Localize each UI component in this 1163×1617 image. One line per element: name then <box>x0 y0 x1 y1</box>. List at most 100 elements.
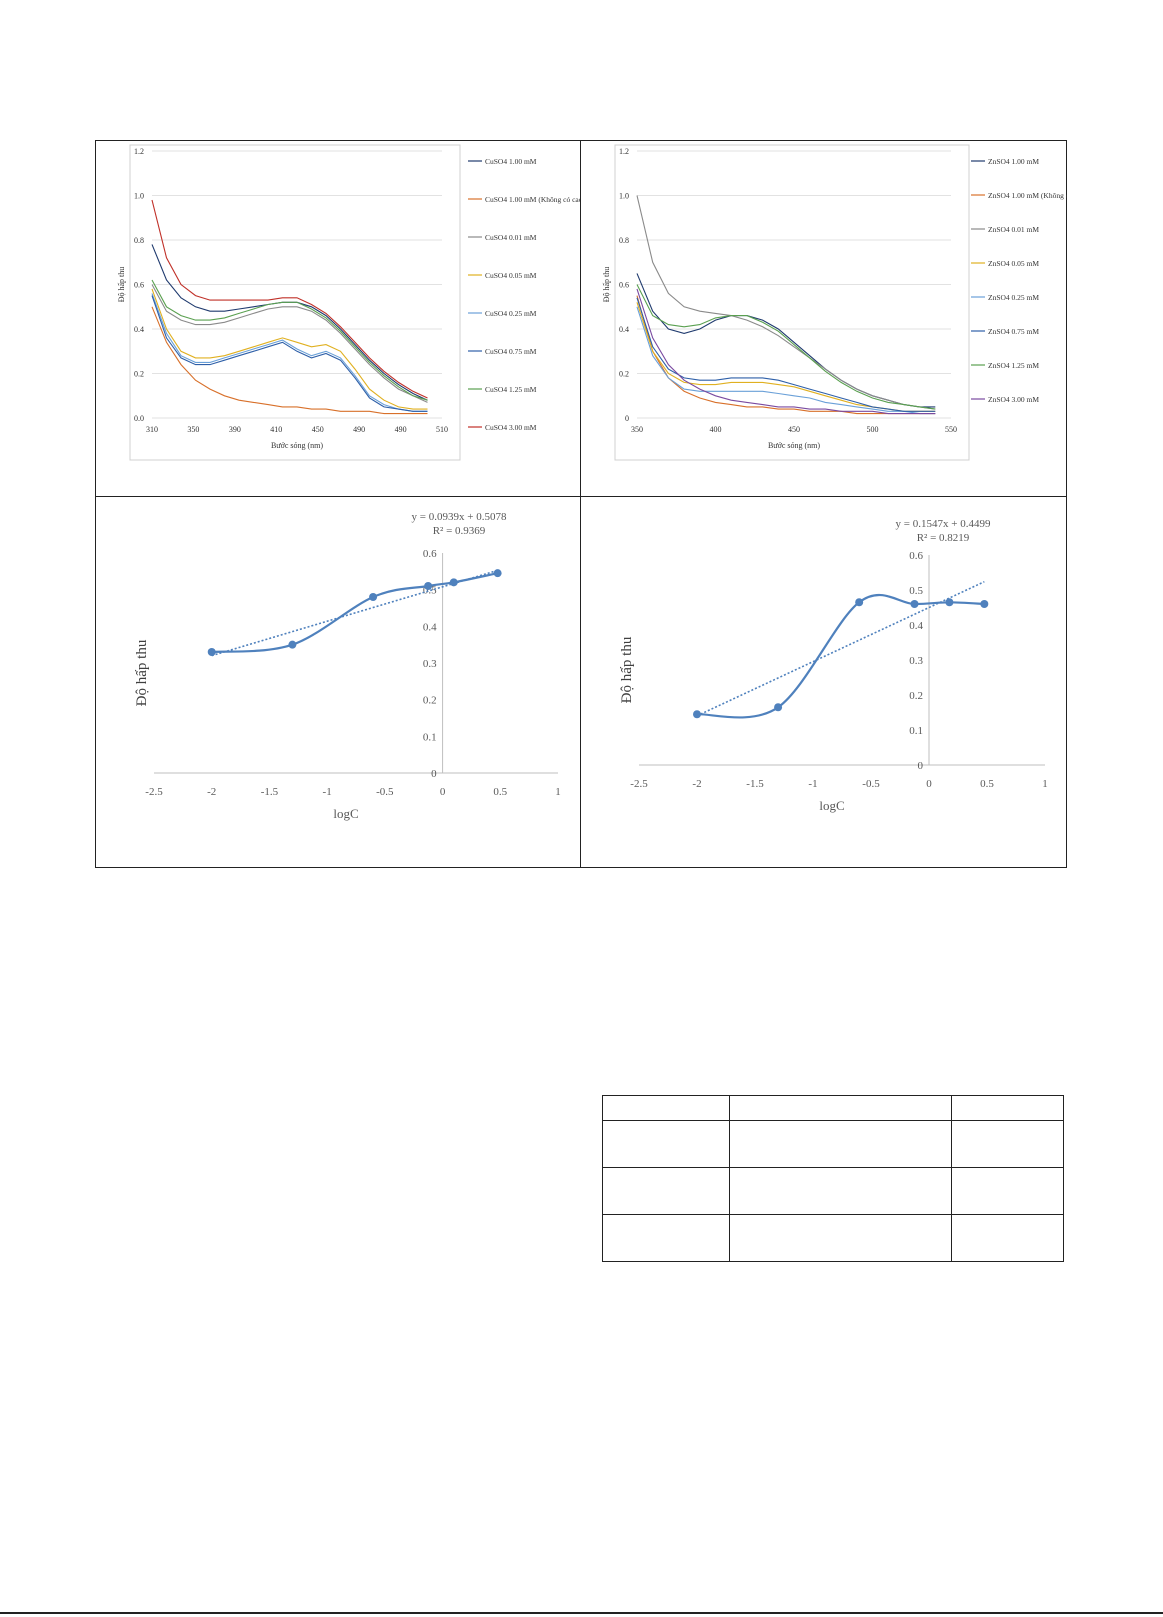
y-tick-label: 0.6 <box>134 281 144 290</box>
legend-label: CuSO4 0.05 mM <box>485 271 537 280</box>
series-line <box>151 288 428 410</box>
trendline-equation: y = 0.0939x + 0.5078 <box>412 511 507 523</box>
x-tick-label: 350 <box>631 425 643 434</box>
series-line <box>636 195 936 410</box>
x-tick-label: -2.5 <box>630 778 648 790</box>
x-tick-label: 390 <box>229 425 241 434</box>
y-tick-label: 0.1 <box>909 725 923 737</box>
x-axis-title: Bước sóng (nm) <box>768 441 820 450</box>
y-tick-label: 1.0 <box>134 192 144 201</box>
x-tick-label: 0.5 <box>493 786 507 798</box>
x-tick-label: 0.5 <box>980 778 994 790</box>
y-tick-label: 0.8 <box>134 236 144 245</box>
y-tick-label: 1.2 <box>134 147 144 156</box>
legend-label: ZnSO4 0.05 mM <box>988 259 1039 268</box>
y-tick-label: 0.1 <box>423 731 437 743</box>
series-line <box>636 284 936 410</box>
table-row <box>602 1120 1064 1168</box>
x-axis-title: Bước sóng (nm) <box>271 441 323 450</box>
table-row <box>602 1095 1064 1121</box>
y-tick-label: 0.2 <box>619 370 629 379</box>
chart-calibration-1: 00.10.20.30.40.50.6-2.5 -2 -1.5 -1 -0.5 0 0.5 1… <box>134 511 561 821</box>
y-tick-label: 0.4 <box>134 325 144 334</box>
x-tick-label: 490 <box>395 425 407 434</box>
chart-uv-second: 0 0.2 0.4 0.6 0.8 1.0 1.2 350 400 450 500 550 Bước s… <box>602 144 1067 461</box>
panel-divider-vertical <box>580 141 581 867</box>
data-point <box>855 598 864 607</box>
y-axis-title: Độ hấp thu <box>117 267 126 303</box>
series-line <box>151 295 428 412</box>
series-line <box>151 199 428 399</box>
legend-label: CuSO4 1.25 mM <box>485 385 537 394</box>
series-line <box>151 306 428 415</box>
x-tick-label: 310 <box>146 425 158 434</box>
y-tick-label: 0.2 <box>909 690 923 702</box>
data-point <box>980 600 989 608</box>
x-tick-label: 0 <box>926 778 932 790</box>
x-tick-label: -1 <box>808 778 817 790</box>
data-point <box>910 600 919 608</box>
x-tick-label: -1.5 <box>261 786 279 798</box>
y-tick-label: 1.0 <box>619 192 629 201</box>
x-tick-label: -2.5 <box>145 786 163 798</box>
table-row <box>602 1167 1064 1215</box>
legend-label: CuSO4 0.75 mM <box>485 347 537 356</box>
y-tick-label: 0.2 <box>423 695 437 707</box>
x-tick-label: 400 <box>710 425 722 434</box>
y-tick-label: 0.3 <box>423 658 437 670</box>
data-point <box>288 640 297 649</box>
y-tick-label: 0.4 <box>909 620 923 632</box>
figure-frame: 0.0 0.2 0.4 0.6 0.8 1.0 1.2 310 350 390 410 450 490 4… <box>95 140 1067 868</box>
series-line <box>151 293 428 412</box>
y-tick-label: 0.3 <box>909 655 923 667</box>
series-line <box>636 306 936 415</box>
chart-calibration-2: 0 0.1 0.2 0.3 0.4 0.5 0.6 -2.5 -2 -1.5 -1 -0.5 0 0.5 1… <box>619 518 1048 813</box>
legend-label: ZnSO4 3.00 mM <box>988 395 1039 404</box>
x-tick-label: 510 <box>436 425 448 434</box>
y-axis-title: Độ hấp thu <box>619 636 635 703</box>
y-tick-label: 0.8 <box>619 236 629 245</box>
legend-label: CuSO4 3.00 mM <box>485 423 537 432</box>
legend-label: ZnSO4 1.25 mM <box>988 361 1039 370</box>
x-tick-label: 410 <box>270 425 282 434</box>
x-tick-label: -1 <box>323 786 332 798</box>
legend-label: CuSO4 0.01 mM <box>485 233 537 242</box>
data-point <box>774 703 783 712</box>
x-tick-label: 0 <box>440 786 446 798</box>
y-tick-label: 0.2 <box>134 370 144 379</box>
x-tick-label: -0.5 <box>862 778 880 790</box>
y-tick-label: 0 <box>625 414 629 423</box>
x-tick-label: 350 <box>187 425 199 434</box>
y-tick-label: 0.4 <box>423 621 437 633</box>
table-row <box>602 1214 1064 1262</box>
r-squared-label: R² = 0.9369 <box>433 525 486 537</box>
plot-area <box>614 144 970 461</box>
legend-label: ZnSO4 0.75 mM <box>988 327 1039 336</box>
legend-label: CuSO4 1.00 mM (Không có cao) <box>485 195 580 204</box>
legend-label: CuSO4 0.25 mM <box>485 309 537 318</box>
x-tick-label: -1.5 <box>746 778 764 790</box>
trendline <box>696 580 985 717</box>
y-axis-title: Độ hấp thu <box>134 639 150 706</box>
panel-divider-horizontal <box>96 496 1066 497</box>
x-tick-label: -0.5 <box>376 786 394 798</box>
x-tick-label: 1 <box>555 786 561 798</box>
chart-uv-cuso4: 0.0 0.2 0.4 0.6 0.8 1.0 1.2 310 350 390 410 450 490 4… <box>117 144 580 461</box>
data-point <box>424 582 433 590</box>
data-point <box>449 578 458 587</box>
x-tick-label: 550 <box>945 425 957 434</box>
y-axis-title: Độ hấp thu <box>602 267 611 303</box>
y-tick-label: 0.5 <box>909 585 923 597</box>
trendline-equation: y = 0.1547x + 0.4499 <box>896 518 991 530</box>
series-line <box>696 593 985 719</box>
y-tick-label: 0 <box>918 760 924 772</box>
x-axis-title: logC <box>819 798 844 813</box>
y-tick-label: 0.4 <box>619 325 629 334</box>
x-tick-label: -2 <box>207 786 216 798</box>
series-line <box>151 279 428 401</box>
x-tick-label: 490 <box>353 425 365 434</box>
data-point <box>207 648 216 656</box>
x-tick-label: 1 <box>1042 778 1048 790</box>
x-axis-title: logC <box>333 806 358 821</box>
data-point <box>369 593 378 601</box>
